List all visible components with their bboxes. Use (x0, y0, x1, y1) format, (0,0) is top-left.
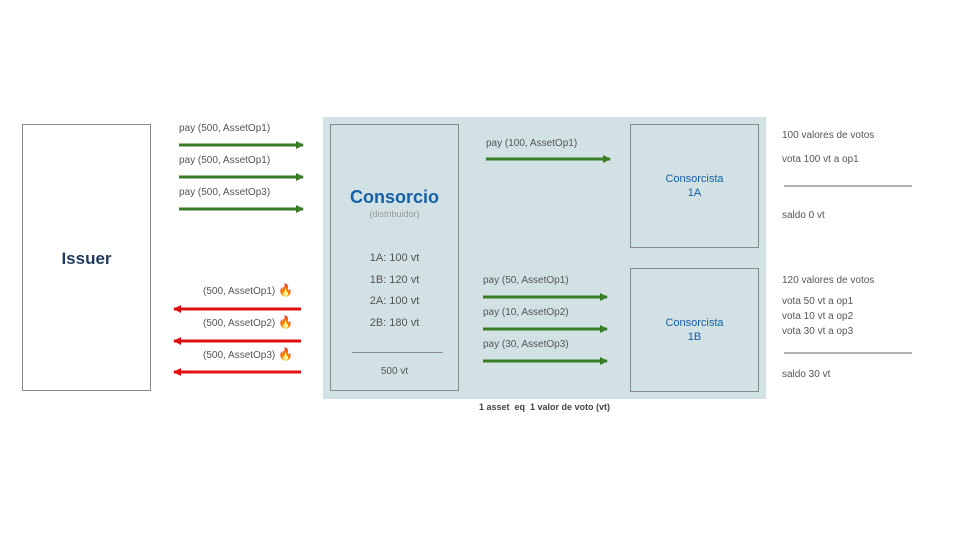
burn-label-3-text: (500, AssetOp3) (203, 350, 276, 361)
notes-1b-saldo: saldo 30 vt (782, 369, 831, 380)
consorcista-1a-id: 1A (687, 187, 702, 199)
notes-1b-vote-1: vota 50 vt a op1 (782, 296, 854, 307)
pay-in-label-1: pay (500, AssetOp1) (179, 123, 271, 134)
fire-icon: 🔥 (278, 315, 293, 329)
pay-1b-label-2: pay (10, AssetOp2) (483, 307, 569, 318)
notes-1b-vote-2: vota 10 vt a op2 (782, 311, 854, 322)
issuer-box: Issuer (22, 124, 151, 391)
burn-label-1-text: (500, AssetOp1) (203, 286, 276, 297)
pay-1a-label: pay (100, AssetOp1) (486, 138, 578, 149)
pay-in-label-3: pay (500, AssetOp3) (179, 187, 271, 198)
pay-1b-label-1: pay (50, AssetOp1) (483, 275, 569, 286)
pay-in-label-2: pay (500, AssetOp1) (179, 155, 271, 166)
burn-label-1: (500, AssetOp1) 🔥 (203, 284, 293, 297)
consorcista-1b-id: 1B (687, 331, 702, 343)
consorcio-line-1b: 1B: 120 vt (369, 274, 420, 286)
footer-note: 1 asset eq 1 valor de voto (vt) (478, 402, 611, 412)
consorcio-line-2b: 2B: 180 vt (369, 317, 420, 329)
notes-1a-vote: vota 100 vt a op1 (782, 154, 859, 165)
consorcio-title: Consorcio (349, 187, 439, 207)
burn-label-3: (500, AssetOp3) 🔥 (203, 348, 293, 361)
notes-1b-header: 120 valores de votos (782, 275, 875, 286)
fire-icon: 🔥 (278, 283, 293, 297)
consorcista-1a-box: Consorcista 1A (630, 124, 759, 248)
consorcio-total: 500 vt (380, 366, 409, 377)
issuer-title: Issuer (61, 249, 112, 268)
consorcista-1b-label: Consorcista (665, 317, 724, 329)
consorcio-line-2a: 2A: 100 vt (369, 295, 420, 307)
notes-1a-header: 100 valores de votos (782, 130, 875, 141)
consorcio-box: Consorcio (distribuidor) 1A: 100 vt 1B: … (330, 124, 459, 391)
consorcio-divider (352, 352, 443, 353)
pay-1b-label-3: pay (30, AssetOp3) (483, 339, 569, 350)
consorcista-1a-label: Consorcista (665, 173, 724, 185)
notes-1a-saldo: saldo 0 vt (782, 210, 825, 221)
consorcio-subtitle: (distribuidor) (369, 209, 420, 219)
fire-icon: 🔥 (278, 347, 293, 361)
burn-label-2-text: (500, AssetOp2) (203, 318, 276, 329)
burn-label-2: (500, AssetOp2) 🔥 (203, 316, 293, 329)
notes-1b-vote-3: vota 30 vt a op3 (782, 326, 854, 337)
consorcio-line-1a: 1A: 100 vt (369, 252, 420, 264)
consorcista-1b-box: Consorcista 1B (630, 268, 759, 392)
